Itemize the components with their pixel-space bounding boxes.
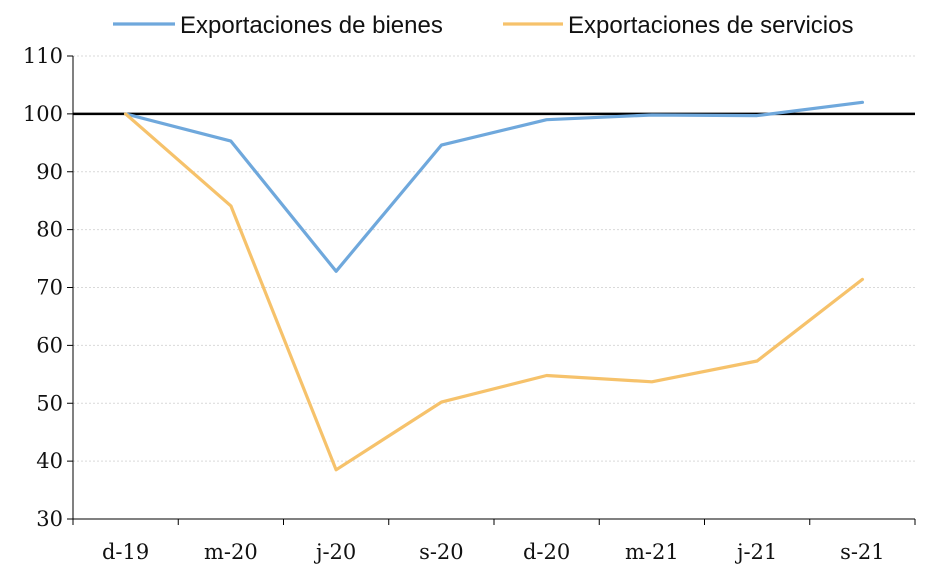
- y-tick-label: 50: [36, 391, 63, 415]
- y-tick-label: 80: [36, 218, 63, 242]
- x-tick-label: m-21: [625, 540, 679, 564]
- y-tick-label: 40: [36, 449, 63, 473]
- series-line-servicios: [123, 112, 865, 472]
- series-lines: [123, 100, 865, 472]
- y-tick-label: 100: [23, 102, 63, 126]
- gridlines: [73, 55, 915, 462]
- x-tick-labels: d-19 m-20 j-20 s-20 d-20 m-21 j-21 s-21: [102, 540, 885, 564]
- x-tick-label: s-21: [840, 540, 885, 564]
- series-line-bienes: [123, 100, 865, 273]
- y-tick-label: 30: [36, 507, 63, 531]
- x-tick-label: d-20: [523, 540, 570, 564]
- axes: [67, 55, 916, 525]
- x-tick-label: m-20: [204, 540, 258, 564]
- y-tick-label: 70: [36, 276, 63, 300]
- x-tick-label: j-20: [313, 540, 356, 564]
- y-tick-label: 110: [23, 44, 63, 68]
- y-tick-labels: 30 40 50 60 70 80 90 100 110: [23, 44, 63, 531]
- legend: Exportaciones de bienes Exportaciones de …: [113, 12, 853, 39]
- x-tick-label: j-21: [734, 540, 777, 564]
- y-tick-label: 90: [36, 160, 63, 184]
- legend-label: Exportaciones de bienes: [180, 12, 443, 39]
- x-tick-label: s-20: [419, 540, 464, 564]
- legend-label: Exportaciones de servicios: [568, 12, 853, 39]
- x-tick-label: d-19: [102, 540, 149, 564]
- y-tick-label: 60: [36, 333, 63, 357]
